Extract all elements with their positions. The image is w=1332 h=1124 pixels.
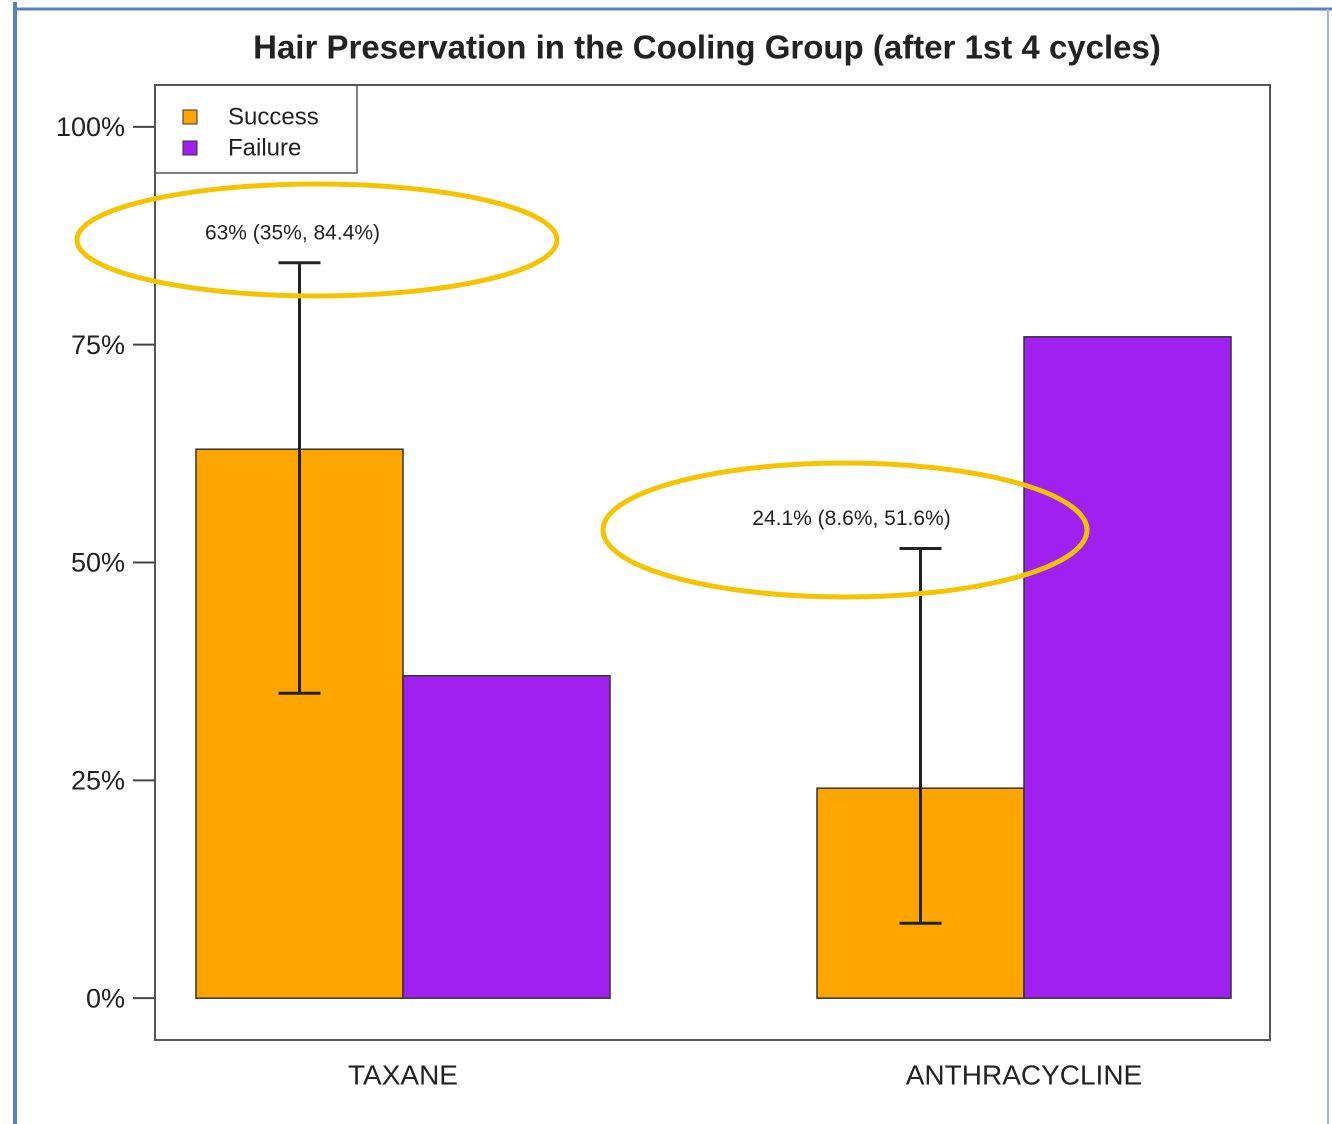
legend-label: Success xyxy=(228,103,319,130)
y-tick-label: 50% xyxy=(71,548,125,578)
x-tick-label: TAXANE xyxy=(348,1059,458,1090)
legend-swatch xyxy=(182,109,198,125)
legend-swatch xyxy=(182,140,198,156)
marks: 0% 25% 50% 75% 100% TAXANE 63% (35%, 84.4%) ANT… xyxy=(56,84,1232,1090)
value-label: 24.1% (8.6%, 51.6%) xyxy=(752,507,950,530)
highlight-ellipse xyxy=(600,460,1090,600)
legend-box xyxy=(154,84,358,174)
legend-label: Failure xyxy=(228,134,301,161)
y-tick-label: 75% xyxy=(71,330,125,360)
x-tick-label: ANTHRACYCLINE xyxy=(906,1059,1142,1090)
bar xyxy=(1023,336,1232,999)
value-label: 63% (35%, 84.4%) xyxy=(205,221,380,244)
y-tick-label: 0% xyxy=(86,983,125,1013)
y-tick-label: 25% xyxy=(71,765,125,795)
y-tick-label: 100% xyxy=(56,112,125,142)
chart-title: Hair Preservation in the Cooling Group (… xyxy=(253,29,1161,66)
bar xyxy=(402,675,611,999)
highlight-ellipse xyxy=(74,181,560,299)
